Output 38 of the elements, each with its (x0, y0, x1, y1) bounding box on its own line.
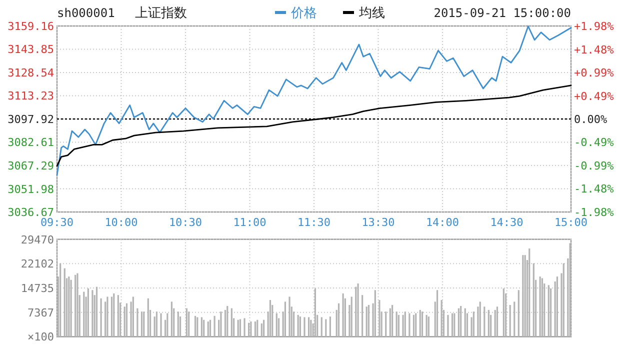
chart-subtitle: sh000001 (57, 6, 115, 20)
x-tick-label: 15:00 (554, 216, 588, 229)
x-tick-label: 11:30 (297, 216, 331, 229)
y-tick-label: 3128.54 (8, 66, 54, 80)
y2-tick-label: -1.98% (574, 206, 614, 219)
y2-tick-label: -0.99% (574, 160, 614, 172)
y2-tick-label: +1.48% (574, 43, 614, 56)
y2-tick-label: +0.99% (574, 66, 614, 80)
y-tick-label: 3067.29 (8, 160, 54, 173)
x-tick-label: 09:30 (40, 216, 74, 229)
x-tick-label: 13:30 (362, 216, 395, 229)
y2-tick-label: +0.49% (574, 90, 614, 103)
y-tick-label: 7367 (28, 306, 54, 320)
y-tick-label: 3159.16 (8, 20, 54, 33)
legend-label: 价格 (290, 6, 317, 21)
y-tick-label: 3036.67 (8, 206, 54, 219)
x-tick-label: 14:30 (490, 216, 524, 229)
y-tick-label: 22102 (20, 258, 54, 271)
y-axis-title: ×100 (28, 330, 54, 344)
y-tick-label: 14735 (20, 282, 54, 295)
y2-tick-label: +1.98% (574, 20, 614, 33)
y-tick-label: 3051.98 (8, 182, 54, 196)
y2-tick-label: 0.00% (574, 113, 608, 126)
x-tick-label: 10:00 (104, 216, 138, 229)
x-tick-label: 11:00 (233, 216, 266, 229)
y-tick-label: 3113.23 (8, 90, 54, 103)
x-tick-label: 14:00 (426, 216, 460, 229)
y-tick-label: 3082.61 (8, 136, 54, 150)
chart-title: 上证指数 (135, 6, 187, 21)
y-tick-label: 29470 (20, 233, 54, 246)
line-series (56, 84, 572, 167)
y-tick-label: 3097.92 (8, 112, 54, 126)
text: 2015-09-21 15:00:00 (434, 6, 571, 20)
y-tick-label: 3143.85 (8, 43, 54, 56)
y2-tick-label: -0.49% (574, 136, 614, 150)
x-tick-label: 10:30 (168, 216, 202, 229)
legend-label: 均线 (358, 6, 385, 21)
y2-tick-label: -1.48% (574, 182, 614, 196)
